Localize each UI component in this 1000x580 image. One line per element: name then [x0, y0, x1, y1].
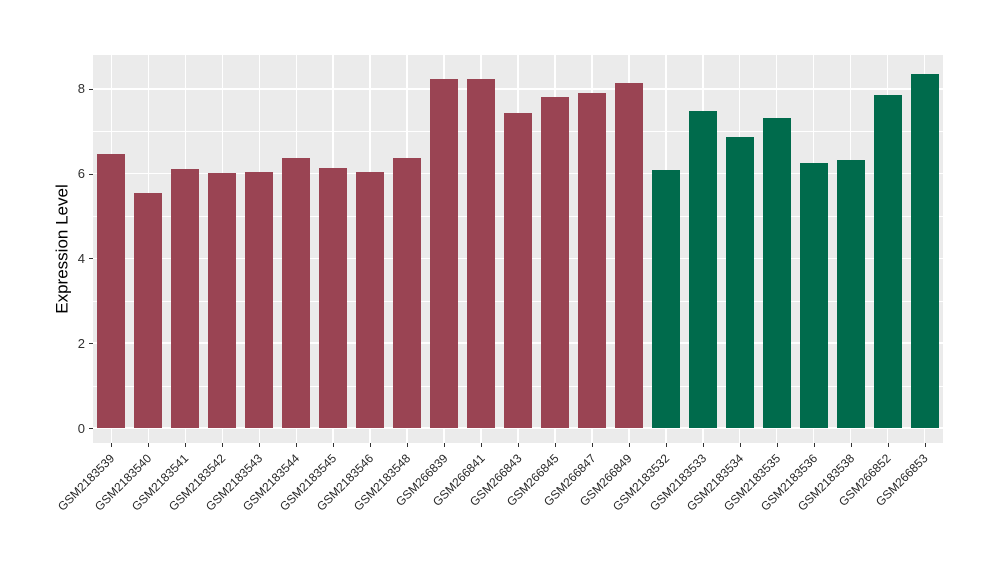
x-tick-mark: [111, 443, 113, 447]
bar-GSM2183534: [725, 136, 754, 428]
y-tick-mark: [89, 173, 93, 175]
x-tick-mark: [259, 443, 261, 447]
y-axis-title-wrap: Expression Level: [48, 55, 78, 443]
y-tick-mark: [89, 343, 93, 345]
bar-GSM266847: [577, 92, 606, 428]
bar-GSM2183541: [171, 168, 200, 428]
y-tick-label: 8: [77, 81, 85, 97]
x-tick-mark: [739, 443, 741, 447]
x-tick-mark: [850, 443, 852, 447]
x-tick-mark: [444, 443, 446, 447]
x-tick-mark: [924, 443, 926, 447]
x-tick-mark: [370, 443, 372, 447]
bar-GSM2183539: [97, 153, 126, 428]
y-tick-label: 4: [77, 250, 85, 266]
x-tick-mark: [185, 443, 187, 447]
bar-GSM2183544: [282, 157, 311, 428]
y-tick-label: 0: [77, 420, 85, 436]
y-tick-label: 2: [77, 335, 85, 351]
x-tick-mark: [296, 443, 298, 447]
bar-GSM266852: [873, 94, 902, 428]
bar-GSM2183536: [799, 162, 828, 428]
bar-GSM2183535: [762, 117, 791, 428]
y-tick-mark: [89, 428, 93, 429]
x-tick-mark: [887, 443, 889, 447]
x-tick-mark: [591, 443, 593, 447]
bar-GSM2183545: [319, 168, 348, 428]
x-tick-mark: [628, 443, 630, 447]
x-tick-mark: [813, 443, 815, 447]
y-tick-mark: [89, 88, 93, 90]
bar-GSM2183548: [393, 157, 422, 428]
x-tick-mark: [481, 443, 483, 447]
y-tick-mark: [89, 258, 93, 260]
bar-GSM266841: [467, 78, 496, 428]
bar-GSM2183540: [134, 192, 163, 428]
x-tick-mark: [407, 443, 409, 447]
plot-panel: [93, 55, 943, 443]
bar-GSM266853: [910, 74, 939, 428]
y-axis-title: Expression Level: [53, 184, 72, 314]
bar-GSM266839: [430, 78, 459, 428]
bar-GSM2183538: [836, 159, 865, 428]
x-tick-mark: [518, 443, 519, 447]
x-tick-mark: [554, 443, 556, 447]
x-tick-mark: [148, 443, 150, 447]
x-tick-mark: [333, 443, 335, 447]
bar-GSM2183532: [651, 169, 680, 428]
bar-GSM266849: [614, 82, 643, 428]
bar-GSM2183543: [245, 171, 274, 428]
bar-GSM2183542: [208, 172, 237, 428]
x-tick-mark: [665, 443, 667, 447]
x-tick-mark: [702, 443, 704, 447]
bar-GSM266843: [504, 112, 532, 428]
x-tick-mark: [776, 443, 778, 447]
bar-GSM2183533: [688, 110, 717, 428]
y-tick-label: 6: [77, 166, 85, 182]
bar-GSM266845: [540, 96, 569, 428]
bar-GSM2183546: [356, 171, 385, 428]
x-tick-mark: [222, 443, 224, 447]
